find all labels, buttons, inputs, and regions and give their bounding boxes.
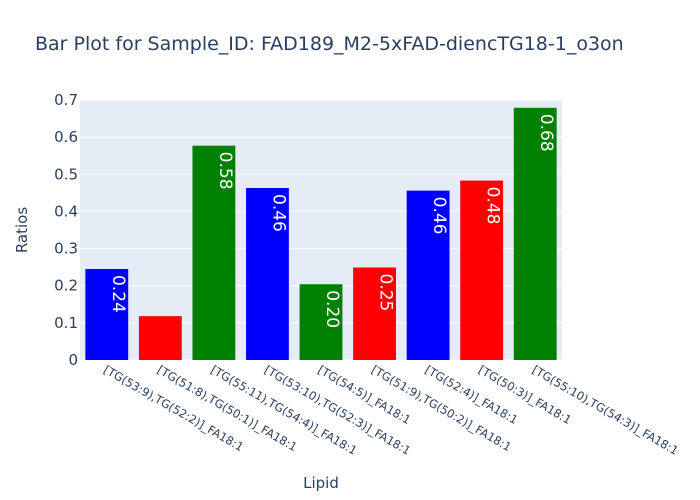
y-tick-label: 0.1 <box>54 314 78 332</box>
y-tick-label: 0.7 <box>54 91 78 109</box>
chart-title: Bar Plot for Sample_ID: FAD189_M2-5xFAD-… <box>35 33 624 55</box>
y-tick-label: 0 <box>68 351 78 369</box>
bar <box>513 107 557 360</box>
bar <box>406 190 450 360</box>
y-axis-title: Ratios <box>13 207 31 254</box>
bar-value-label: 0.58 <box>215 152 235 190</box>
y-tick-label: 0.3 <box>54 240 78 258</box>
bar <box>192 145 236 360</box>
bar-value-label: 0.46 <box>429 197 449 235</box>
bar <box>85 269 129 360</box>
bar-value-label: 0.68 <box>536 114 556 152</box>
bar-value-label: 0.46 <box>268 194 288 232</box>
y-tick-label: 0.2 <box>54 277 78 295</box>
y-tick-label: 0.5 <box>54 165 78 183</box>
bar-value-label: 0.48 <box>483 187 503 225</box>
bar-value-label: 0.25 <box>376 274 396 312</box>
bar <box>460 180 504 360</box>
x-axis-title: Lipid <box>303 474 339 492</box>
y-tick-label: 0.4 <box>54 202 78 220</box>
bar <box>138 316 182 360</box>
bar <box>246 188 289 360</box>
x-tick-label: [TG(50:3)]_FA18:1 <box>476 362 574 426</box>
y-tick-label: 0.6 <box>54 128 78 146</box>
bar <box>353 267 396 360</box>
bar <box>299 284 343 360</box>
bar-value-label: 0.20 <box>322 290 342 328</box>
bar-value-label: 0.24 <box>108 275 128 313</box>
